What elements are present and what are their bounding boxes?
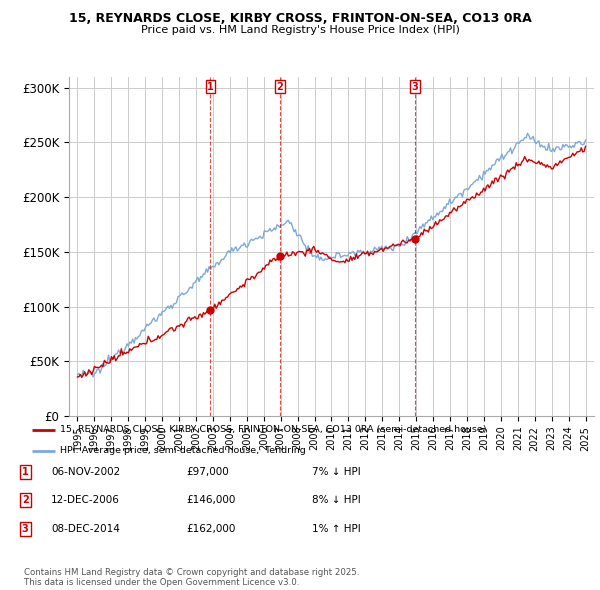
Text: 08-DEC-2014: 08-DEC-2014: [51, 524, 120, 533]
Text: 12-DEC-2006: 12-DEC-2006: [51, 496, 120, 505]
Text: Contains HM Land Registry data © Crown copyright and database right 2025.
This d: Contains HM Land Registry data © Crown c…: [24, 568, 359, 587]
Text: 06-NOV-2002: 06-NOV-2002: [51, 467, 120, 477]
Text: 15, REYNARDS CLOSE, KIRBY CROSS, FRINTON-ON-SEA, CO13 0RA: 15, REYNARDS CLOSE, KIRBY CROSS, FRINTON…: [68, 12, 532, 25]
Text: 1: 1: [207, 82, 214, 92]
Text: 3: 3: [412, 82, 419, 92]
Text: 15, REYNARDS CLOSE, KIRBY CROSS, FRINTON-ON-SEA, CO13 0RA (semi-detached house): 15, REYNARDS CLOSE, KIRBY CROSS, FRINTON…: [60, 425, 487, 434]
Text: 7% ↓ HPI: 7% ↓ HPI: [312, 467, 361, 477]
Text: 8% ↓ HPI: 8% ↓ HPI: [312, 496, 361, 505]
Text: 2: 2: [22, 496, 29, 505]
Text: Price paid vs. HM Land Registry's House Price Index (HPI): Price paid vs. HM Land Registry's House …: [140, 25, 460, 35]
Text: £146,000: £146,000: [186, 496, 235, 505]
Text: 1: 1: [22, 467, 29, 477]
Text: 1% ↑ HPI: 1% ↑ HPI: [312, 524, 361, 533]
Text: 2: 2: [277, 82, 283, 92]
Text: £97,000: £97,000: [186, 467, 229, 477]
Text: 3: 3: [22, 524, 29, 533]
Text: HPI: Average price, semi-detached house,  Tendring: HPI: Average price, semi-detached house,…: [60, 446, 306, 455]
Text: £162,000: £162,000: [186, 524, 235, 533]
